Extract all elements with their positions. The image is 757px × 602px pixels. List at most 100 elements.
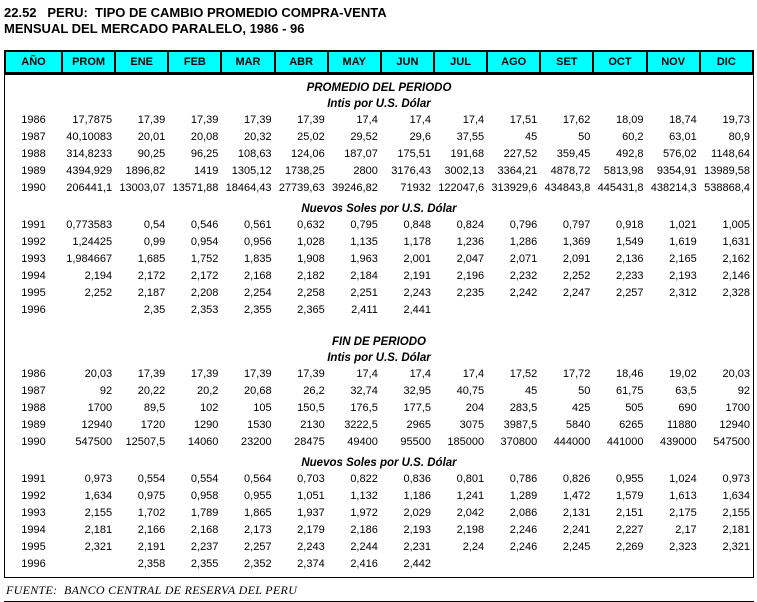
value-cell: 2,252: [562, 270, 591, 282]
value-cell: 18464,43: [225, 182, 272, 194]
value-cell: 50: [578, 385, 591, 397]
value-cell: 0,786: [509, 473, 538, 485]
value-cell: 547500: [713, 436, 750, 448]
value-cell: 29,52: [350, 131, 378, 143]
value-cell: 3176,43: [391, 165, 431, 177]
value-cell: 17,39: [244, 368, 272, 380]
value-cell: 6265: [619, 419, 644, 431]
value-cell: 17,39: [297, 114, 325, 126]
value-cell: 1700: [87, 402, 113, 414]
value-cell: 108,63: [237, 148, 272, 160]
value-cell: 1,132: [350, 490, 378, 502]
value-cell: [647, 556, 700, 573]
value-cell: 2,254: [244, 287, 272, 299]
value-cell: 96,25: [190, 148, 219, 160]
value-cell: 3987,5: [503, 419, 538, 431]
value-cell: 5813,98: [603, 165, 644, 177]
value-cell: 2,208: [190, 287, 219, 299]
value-cell: 92: [99, 385, 113, 397]
value-cell: 2,258: [297, 287, 325, 299]
value-cell: 0,795: [350, 219, 378, 231]
value-cell: 2,146: [722, 270, 750, 282]
value-cell: 0,99: [143, 236, 166, 248]
value-cell: 2,442: [403, 558, 431, 570]
page-title: 22.52 PERU: TIPO DE CAMBIO PROMEDIO COMP…: [4, 5, 754, 37]
year-cell: 1987: [21, 131, 46, 143]
section-subheading-text: Intis por U.S. Dólar: [327, 98, 431, 110]
value-cell: 3364,21: [497, 165, 538, 177]
value-cell: 17,52: [509, 368, 538, 380]
value-cell: 4394,929: [66, 165, 113, 177]
value-cell: 3222,5: [344, 419, 378, 431]
value-cell: 2,237: [190, 541, 219, 553]
value-cell: 0,703: [297, 473, 325, 485]
value-cell: 370800: [500, 436, 538, 448]
value-cell: 2,001: [403, 253, 431, 265]
value-cell: 313929,6: [491, 182, 538, 194]
value-cell: 1148,64: [711, 148, 750, 160]
year-cell: 1986: [21, 368, 46, 380]
value-cell: 445431,8: [597, 182, 644, 194]
value-cell: 150,5: [297, 402, 325, 414]
year-cell: 1993: [21, 253, 46, 265]
value-cell: [434, 302, 487, 319]
header-row: AÑO PROM ENE FEB MAR ABR MAY JUN JUL AGO…: [4, 50, 755, 74]
value-cell: 32,74: [350, 385, 378, 397]
year-cell: 1990: [21, 182, 46, 194]
value-cell: 20,03: [722, 368, 750, 380]
value-cell: 0,554: [137, 473, 166, 485]
value-cell: 2,411: [351, 304, 378, 316]
value-cell: 1,286: [509, 236, 538, 248]
value-cell: [540, 302, 593, 319]
value-cell: 185000: [447, 436, 485, 448]
value-cell: 505: [625, 402, 644, 414]
value-cell: 17,39: [244, 114, 272, 126]
value-cell: 1700: [725, 402, 750, 414]
value-cell: 2,168: [190, 524, 219, 536]
value-cell: 17,51: [509, 114, 538, 126]
value-cell: [700, 556, 753, 573]
value-cell: 2,257: [616, 287, 644, 299]
value-cell: 1,472: [562, 490, 591, 502]
value-cell: 17,39: [137, 368, 166, 380]
value-cell: 2,241: [562, 524, 591, 536]
column-header-dic: DIC: [698, 50, 755, 74]
value-cell: 2,355: [190, 558, 219, 570]
value-cell: 40,75: [456, 385, 485, 397]
column-header-set: SET: [539, 50, 595, 74]
value-cell: 63,5: [675, 385, 697, 397]
value-cell: 2,233: [616, 270, 644, 282]
column-header-row: AÑO PROM ENE FEB MAR ABR MAY JUN JUL AGO…: [4, 50, 755, 74]
value-cell: 2,312: [669, 287, 697, 299]
value-cell: 2,186: [350, 524, 378, 536]
value-cell: 13571,88: [172, 182, 219, 194]
value-cell: 0,955: [244, 490, 272, 502]
value-cell: [540, 556, 593, 573]
value-cell: 2,042: [456, 507, 485, 519]
column-header-mar: MAR: [220, 50, 276, 74]
value-cell: 17,4: [356, 368, 378, 380]
value-cell: 2,242: [509, 287, 538, 299]
year-cell: 1992: [21, 236, 46, 248]
section-subheading-text: Intis por U.S. Dólar: [327, 352, 431, 364]
value-cell: 2,047: [456, 253, 485, 265]
value-cell: 1,051: [297, 490, 325, 502]
value-cell: 1,634: [84, 490, 113, 502]
year-cell: 1991: [21, 473, 46, 485]
value-cell: 12507,5: [125, 436, 166, 448]
value-cell: 60,2: [622, 131, 644, 143]
table-row: 1995 2,321 2,191 2,237 2,257 2,243 2,244 2,231 2…: [5, 539, 753, 556]
value-cell: 0,958: [190, 490, 219, 502]
value-cell: 0,826: [562, 473, 591, 485]
year-cell: 1996: [21, 304, 46, 316]
year-cell: 1988: [21, 148, 46, 160]
value-cell: 538868,4: [704, 182, 750, 194]
value-cell: 2,323: [669, 541, 697, 553]
value-cell: 2,365: [297, 304, 325, 316]
value-cell: 17,4: [409, 114, 431, 126]
source-note: FUENTE: BANCO CENTRAL DE RESERVA DEL PER…: [6, 583, 298, 597]
value-cell: 1,908: [297, 253, 325, 265]
value-cell: 425: [572, 402, 591, 414]
title-line-1: 22.52 PERU: TIPO DE CAMBIO PROMEDIO COMP…: [4, 5, 387, 20]
value-cell: 14060: [187, 436, 219, 448]
